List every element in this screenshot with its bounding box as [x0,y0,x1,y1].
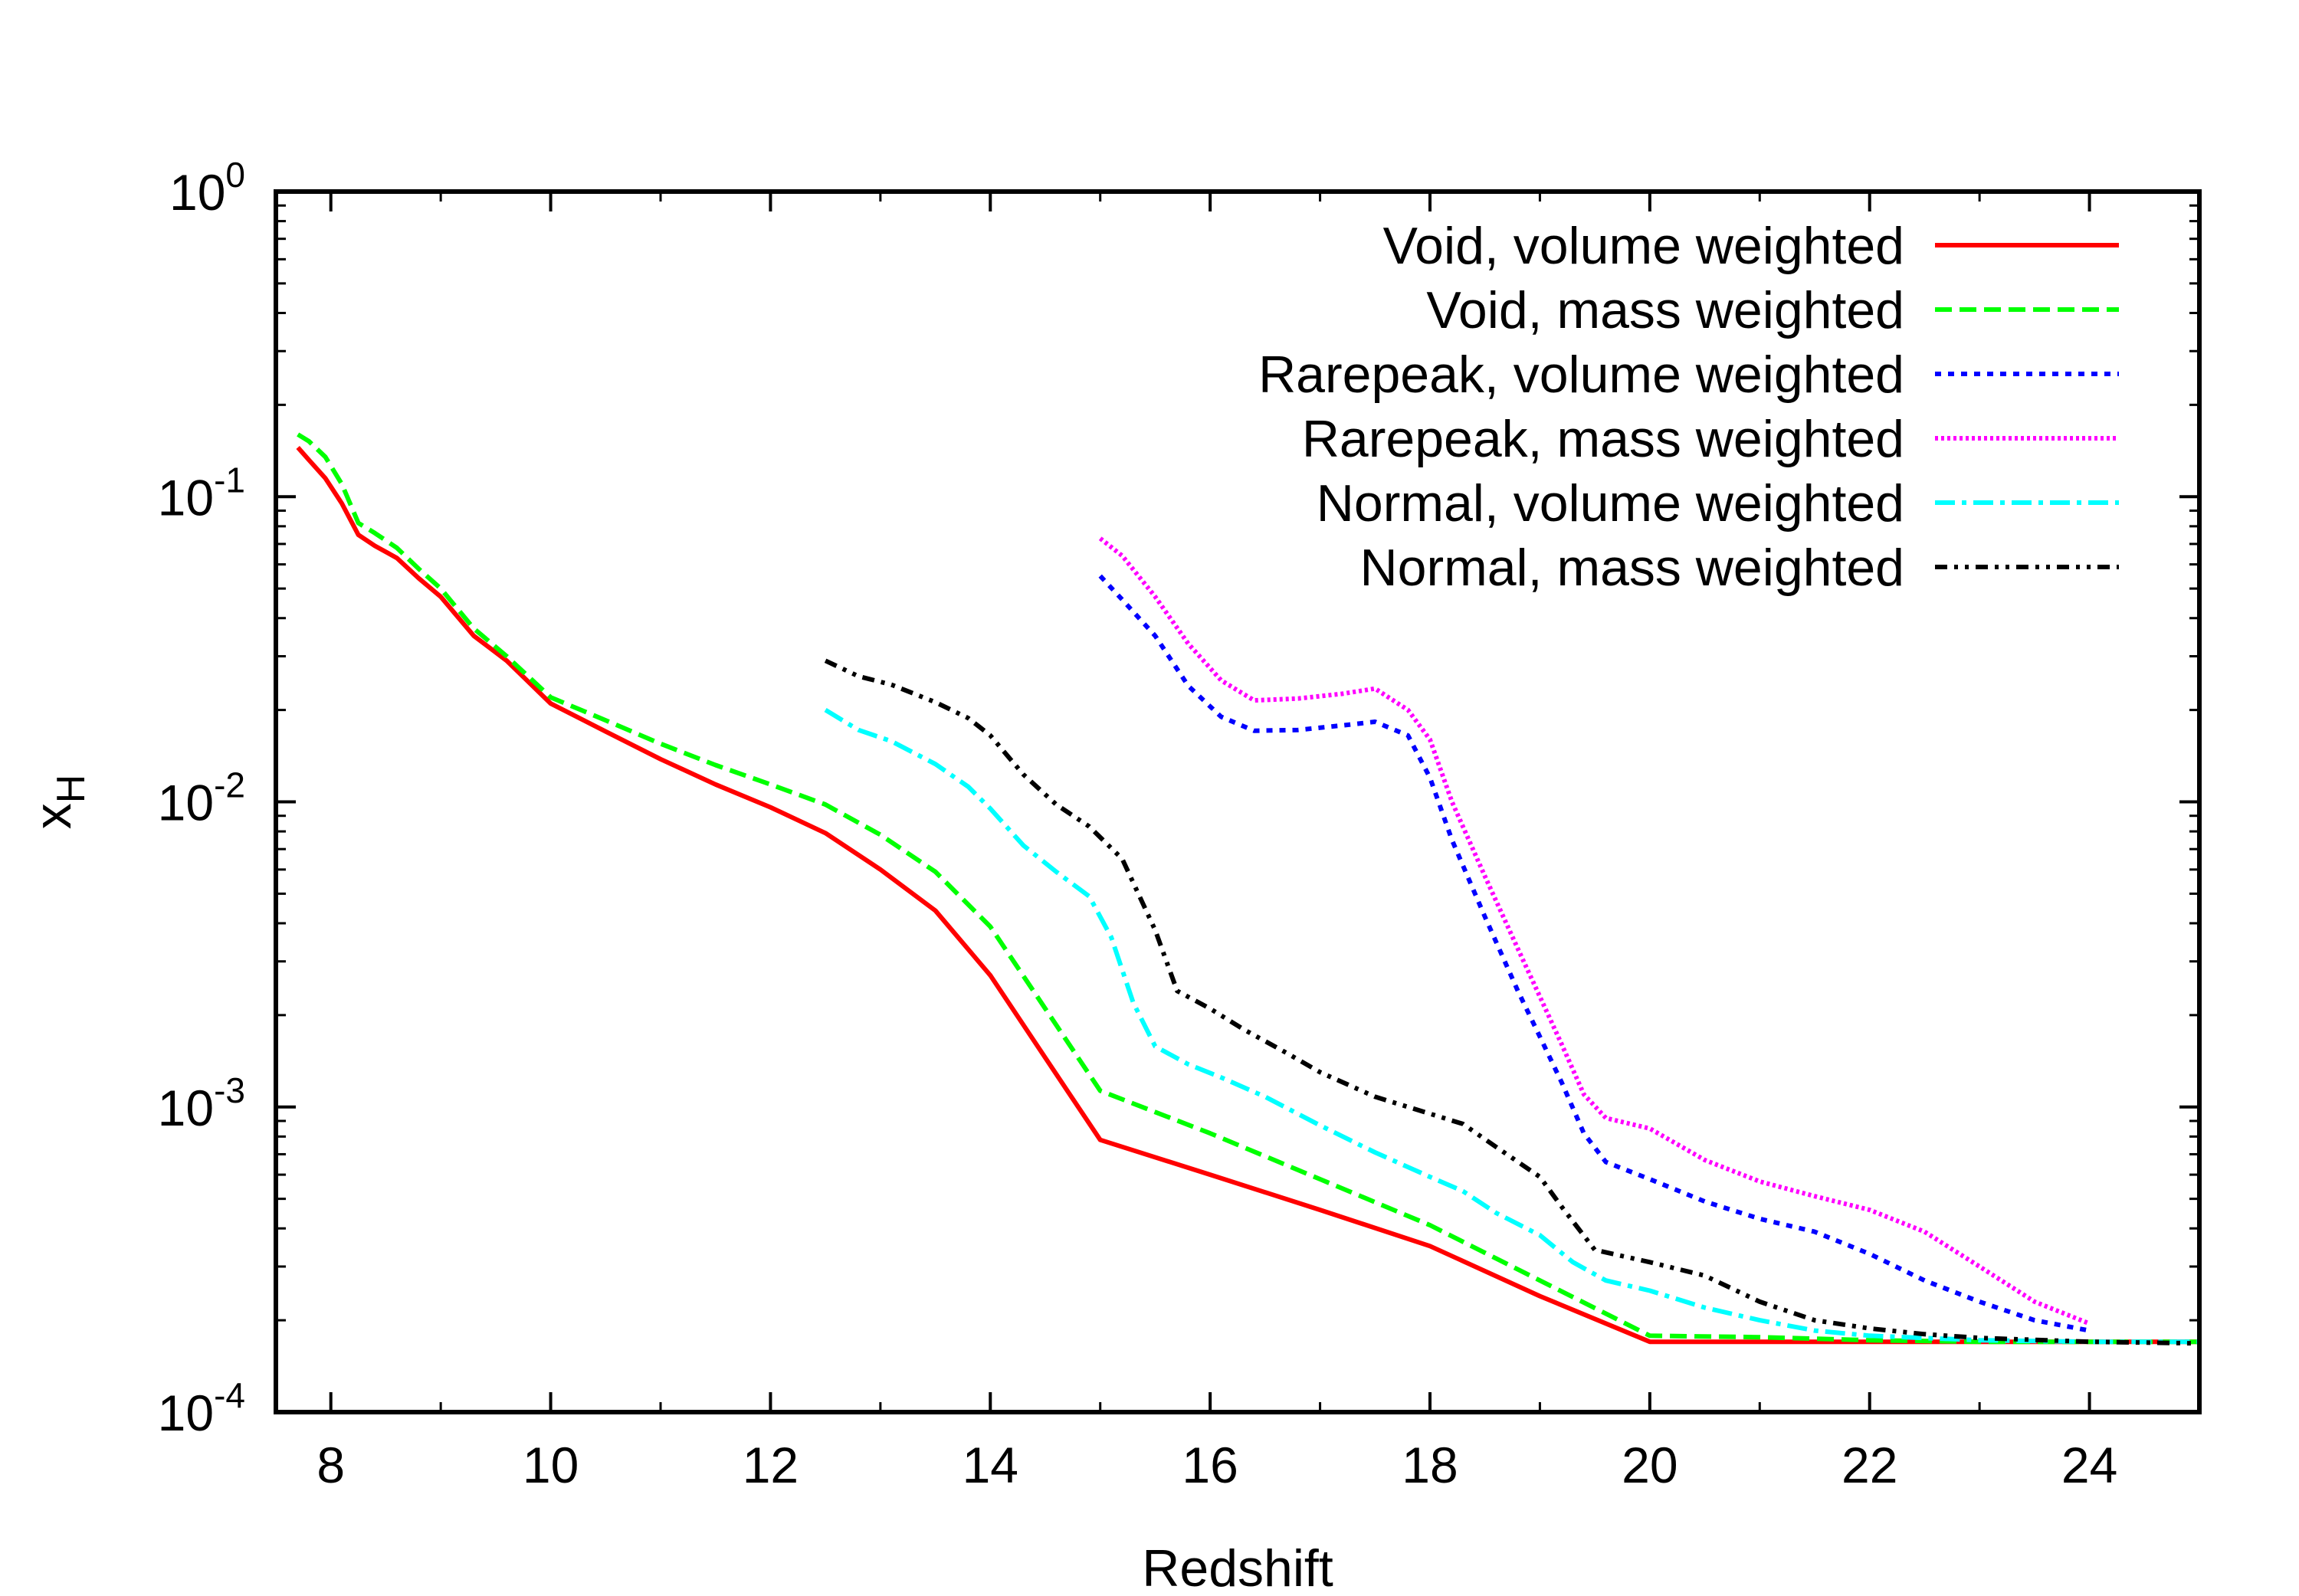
y-tick-label: 10-2 [158,765,245,831]
y-axis-label-subscript: H [49,775,93,804]
x-tick-label: 22 [1841,1437,1897,1493]
y-tick-label-base: 10 [158,1385,214,1441]
series-line-6 [824,658,2200,1346]
x-tick-label: 12 [743,1437,799,1493]
y-tick-label-base: 10 [158,469,214,526]
legend-label-3: Rarepeak, volume weighted [1258,346,1904,404]
x-axis-label: Redshift [1142,1539,1333,1596]
y-tick-label-exponent: -3 [214,1070,245,1110]
legend-label-5: Normal, volume weighted [1317,474,1904,533]
y-tick-label-exponent: -1 [214,460,245,500]
y-tick-label-base: 10 [158,775,214,831]
legend-label-2: Void, mass weighted [1426,281,1904,339]
legend-label-1: Void, volume weighted [1383,217,1904,275]
y-tick-label-base: 10 [169,164,225,221]
series-line-3 [1098,574,2091,1333]
series-line-5 [824,708,2199,1345]
x-tick-label: 20 [1622,1437,1678,1493]
legend: Void, volume weighted Void, mass weighted… [1258,217,2119,597]
x-tick-label: 10 [523,1437,579,1493]
series-layer [296,432,2200,1346]
series-line-2 [297,432,2199,1345]
y-tick-label-exponent: -2 [214,765,245,805]
x-tick-label: 14 [963,1437,1018,1493]
legend-label-4: Rarepeak, mass weighted [1302,410,1904,468]
y-tick-label: 10-3 [158,1070,245,1136]
y-axis-label: xH [24,775,93,830]
y-tick-label-exponent: -4 [214,1375,245,1415]
series-line-1 [296,446,2199,1345]
x-tick-label: 24 [2061,1437,2117,1493]
y-axis-label-main: x [24,803,82,829]
y-tick-label: 100 [169,155,245,221]
x-tick-label: 18 [1402,1437,1458,1493]
y-tick-label-base: 10 [158,1080,214,1136]
tick-layer [276,190,2201,1414]
y-tick-label: 10-1 [158,460,245,526]
series-line-4 [1098,536,2091,1326]
legend-label-6: Normal, mass weighted [1360,539,1904,597]
x-tick-label: 8 [316,1437,345,1493]
y-tick-label-exponent: 0 [225,155,245,195]
x-tick-label: 16 [1182,1437,1238,1493]
plot-frame [274,189,2202,1414]
y-tick-label: 10-4 [158,1375,245,1441]
